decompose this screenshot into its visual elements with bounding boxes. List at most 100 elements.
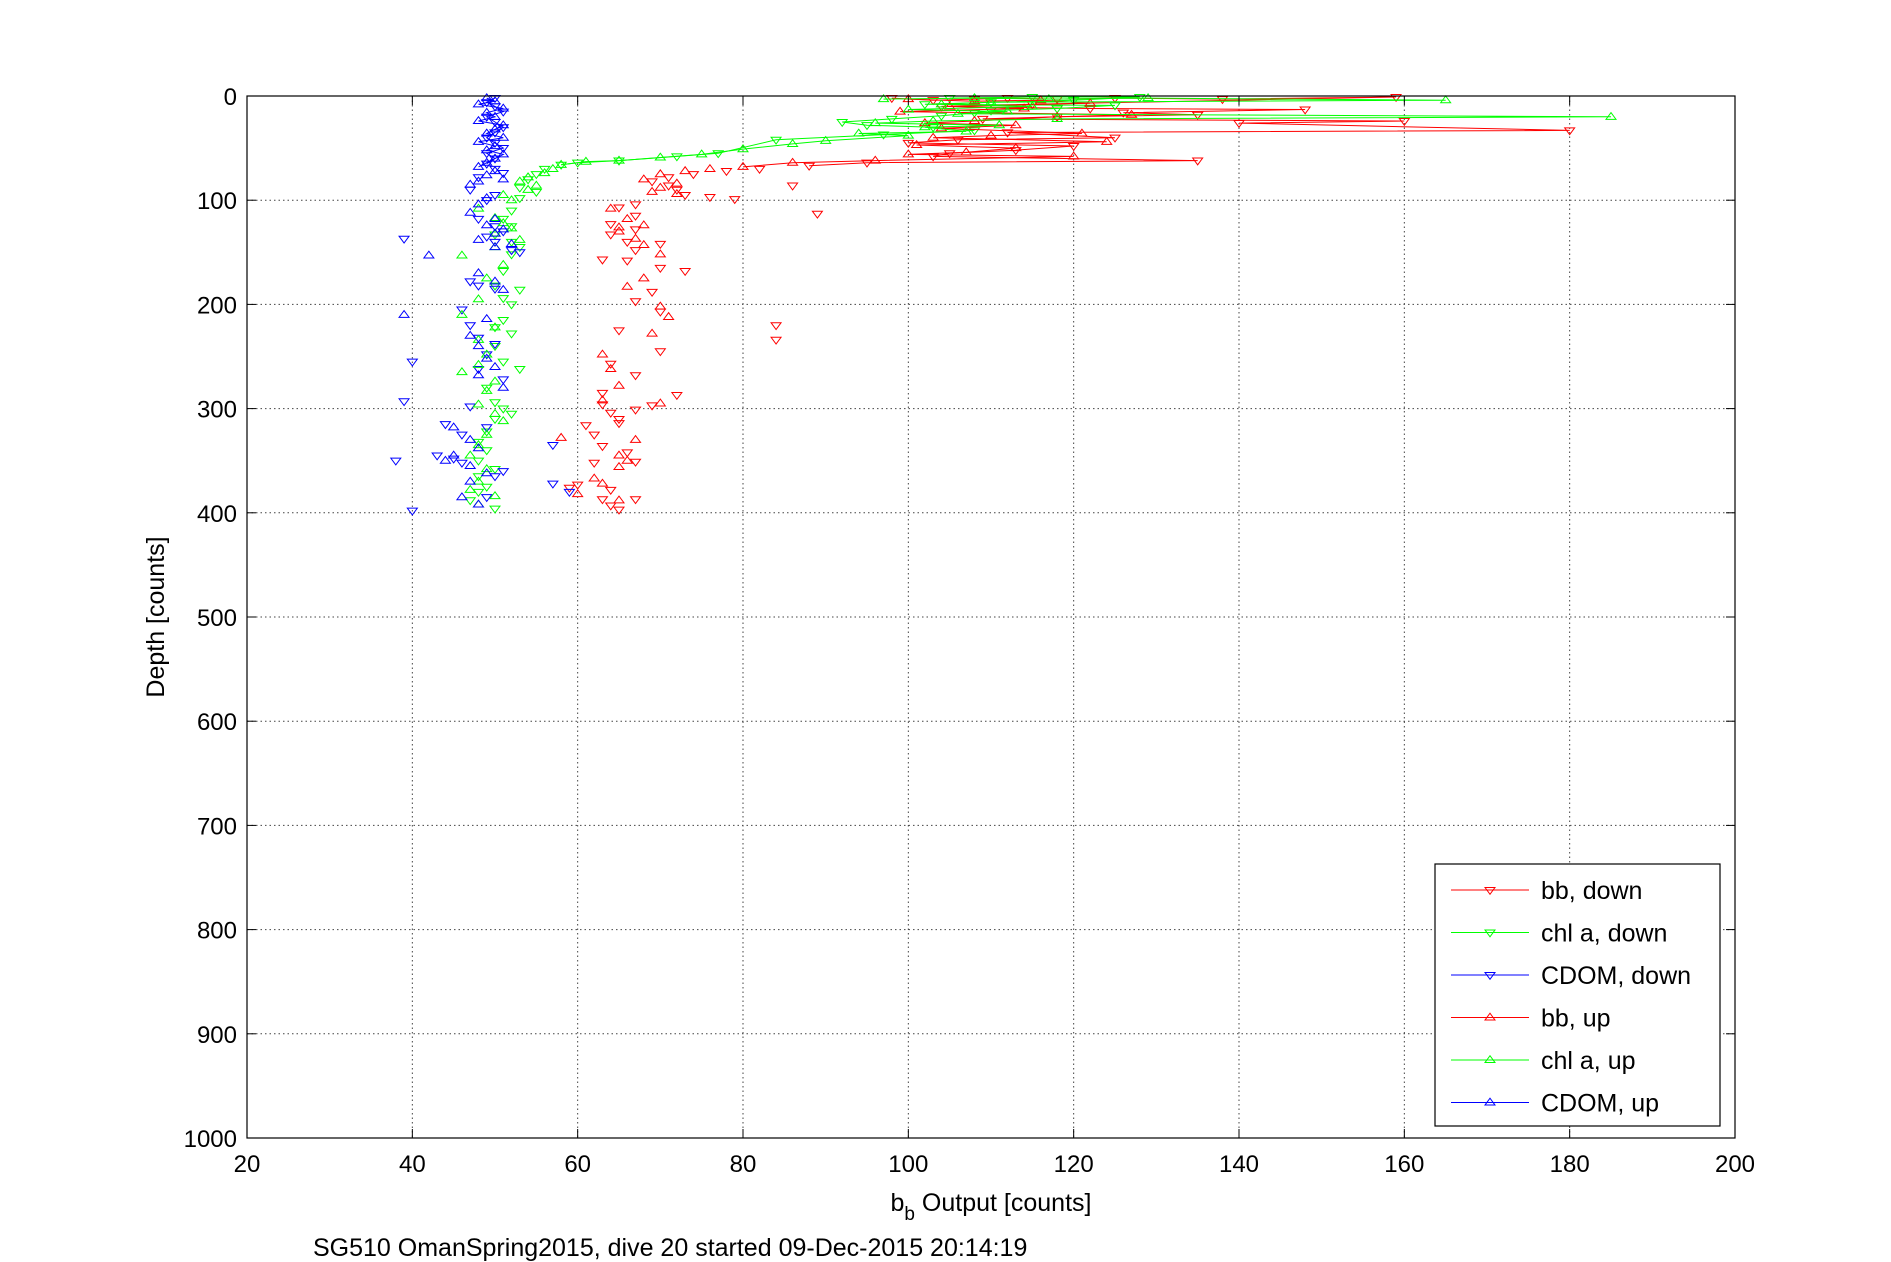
legend-entry: chl a, up: [1541, 1047, 1636, 1075]
data-point-chl-a-up: [480, 429, 493, 438]
data-point-bb-up: [596, 349, 609, 358]
data-point-bb-down: [679, 268, 692, 277]
data-point-chl-a-up: [472, 476, 485, 485]
data-point-cdom-up: [489, 276, 501, 285]
series-line-bb-up: [742, 98, 1132, 168]
legend-swatch-marker: [1484, 929, 1496, 938]
data-point-cdom-down: [480, 424, 493, 433]
data-point-chl-a-up: [852, 128, 865, 137]
data-point-bb-down: [943, 150, 956, 159]
data-point-bb-up: [629, 233, 642, 242]
data-point-cdom-down: [489, 139, 501, 148]
ticks: 20 40 60 80 100 120 140 160 180 200 0 100 200 300 400 5…: [184, 84, 1755, 1178]
data-point-chl-a-up: [960, 126, 973, 135]
data-point-cdom-up: [480, 313, 493, 323]
data-point-cdom-down: [480, 113, 493, 122]
data-point-cdom-down: [472, 365, 485, 375]
x-axis-label-subscript: b: [904, 1204, 915, 1225]
data-point-chl-a-down: [555, 161, 568, 170]
data-point-cdom-up: [480, 92, 493, 102]
data-point-chl-a-down: [1051, 105, 1064, 114]
data-point-chl-a-up: [513, 234, 526, 243]
data-point-cdom-down: [489, 285, 501, 294]
y-tick-label: 600: [197, 709, 237, 736]
data-point-bb-down: [621, 257, 634, 266]
data-point-bb-down: [654, 348, 667, 357]
data-point-chl-a-up: [464, 484, 477, 493]
data-point-bb-up: [621, 213, 634, 223]
data-point-cdom-up: [497, 149, 510, 158]
legend-entry: chl a, down: [1541, 920, 1667, 948]
data-point-cdom-up: [472, 499, 485, 508]
data-point-cdom-down: [497, 108, 510, 117]
data-point-bb-up: [604, 363, 617, 373]
data-point-chl-a-up: [497, 416, 510, 425]
data-point-chl-a-up: [505, 223, 518, 232]
data-point-cdom-up: [480, 128, 493, 137]
data-point-chl-a-down: [885, 115, 898, 125]
data-point-cdom-up: [472, 161, 485, 170]
data-point-bb-down: [613, 204, 625, 213]
x-tick-label: 140: [1219, 1151, 1259, 1178]
data-point-chl-a-up: [472, 399, 485, 408]
y-tick-label: 700: [197, 813, 237, 840]
data-point-bb-down: [646, 288, 659, 297]
data-point-chl-a-up: [786, 138, 799, 147]
data-point-cdom-down: [489, 191, 501, 201]
data-point-chl-a-up: [951, 108, 964, 117]
data-point-cdom-down: [439, 421, 452, 430]
data-point-chl-a-up: [522, 172, 535, 181]
data-point-chl-a-up: [902, 130, 915, 139]
data-point-chl-a-up: [918, 122, 931, 131]
data-point-cdom-up: [480, 107, 493, 116]
x-tick-label: 120: [1054, 1151, 1094, 1178]
data-point-chl-a-up: [530, 180, 543, 189]
data-point-bb-down: [1117, 109, 1130, 118]
data-point-bb-up: [637, 220, 650, 229]
data-point-bb-down: [629, 226, 642, 235]
data-point-cdom-up: [489, 153, 501, 162]
data-point-cdom-down: [472, 215, 485, 225]
legend-entry: bb, down: [1541, 877, 1642, 905]
data-point-cdom-down: [406, 507, 419, 516]
data-point-chl-a-up: [819, 135, 832, 144]
data-point-bb-up: [654, 169, 667, 178]
data-point-bb-down: [1191, 157, 1204, 166]
data-point-cdom-up: [464, 207, 477, 216]
data-point-cdom-up: [497, 132, 510, 141]
data-point-cdom-down: [489, 340, 501, 350]
data-point-chl-a-up: [695, 149, 708, 158]
data-point-cdom-down: [480, 494, 493, 503]
data-point-chl-a-down: [489, 465, 501, 475]
data-point-chl-a-down: [513, 365, 526, 375]
data-point-cdom-up: [489, 165, 501, 175]
data-point-chl-a-up: [480, 349, 493, 358]
data-point-chl-a-up: [489, 408, 501, 417]
data-point-chl-a-down: [489, 324, 501, 333]
data-point-cdom-up: [497, 382, 510, 391]
data-point-bb-down: [1191, 111, 1204, 120]
data-point-bb-up: [1009, 120, 1022, 129]
data-point-cdom-down: [406, 358, 419, 367]
data-point-cdom-down: [455, 306, 468, 315]
data-point-chl-a-down: [480, 384, 493, 393]
data-point-cdom-up: [480, 220, 493, 229]
data-point-chl-a-up: [472, 294, 485, 303]
data-point-cdom-up: [464, 179, 477, 188]
y-tick-label: 200: [197, 292, 237, 319]
legend-swatch-marker: [1484, 1097, 1496, 1106]
data-point-chl-a-up: [877, 94, 890, 103]
data-point-cdom-up: [464, 330, 477, 339]
data-point-chl-a-down: [505, 251, 518, 260]
x-tick-label: 160: [1384, 1151, 1424, 1178]
data-point-chl-a-down: [770, 136, 783, 145]
data-point-cdom-up: [472, 443, 485, 452]
data-point-cdom-up: [464, 434, 477, 443]
data-point-bb-down: [579, 422, 592, 431]
data-point-bb-down: [604, 221, 617, 230]
legend-entry: CDOM, down: [1541, 962, 1691, 990]
data-point-bb-up: [613, 450, 625, 459]
data-point-bb-down: [1067, 142, 1080, 152]
data-point-cdom-up: [472, 199, 485, 208]
